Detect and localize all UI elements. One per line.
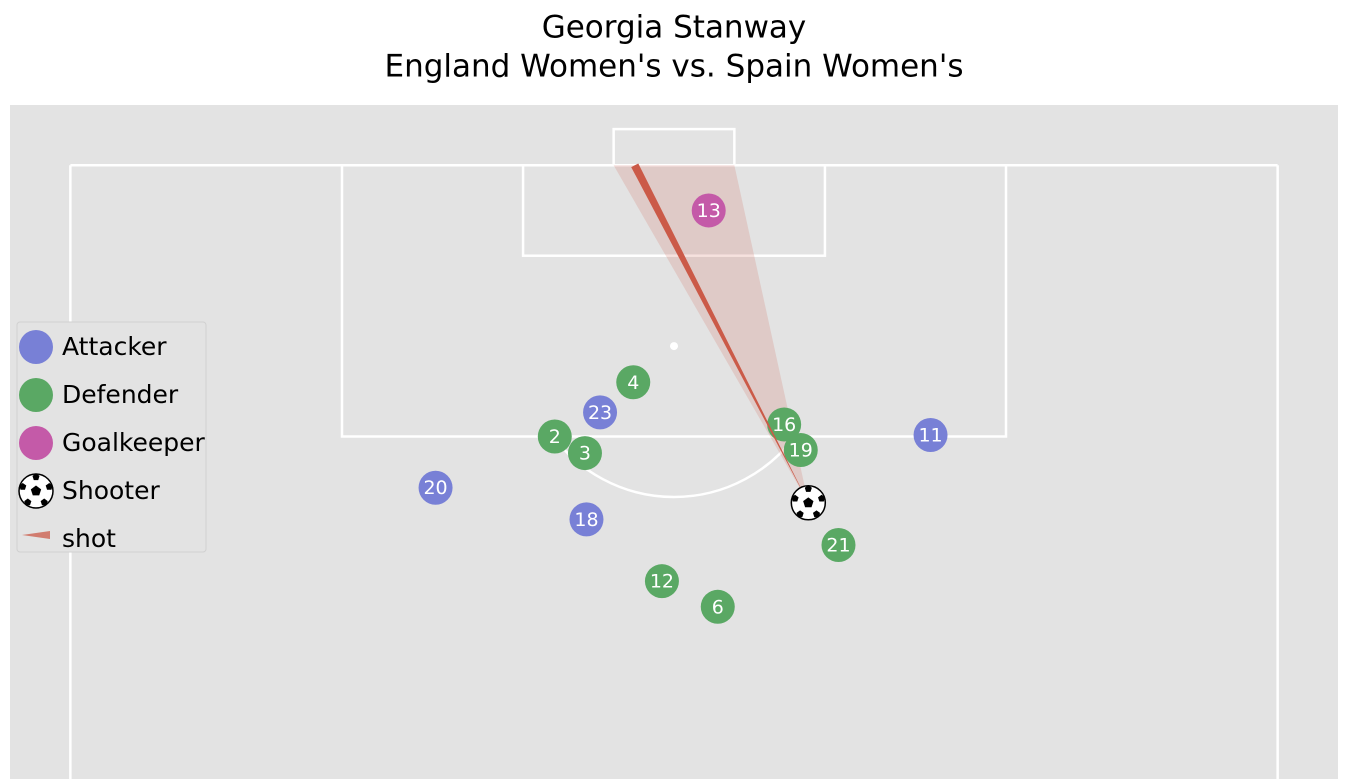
shot-line xyxy=(631,163,809,503)
ball-patch xyxy=(30,485,42,496)
shooter-ball xyxy=(18,473,54,509)
ball-patch xyxy=(19,482,27,490)
ball-patch xyxy=(45,482,53,490)
ball-patch xyxy=(791,494,799,502)
ball-patch xyxy=(40,498,48,506)
player xyxy=(767,407,802,442)
ball-patch xyxy=(804,485,812,492)
player xyxy=(783,433,818,468)
player xyxy=(537,419,572,454)
pitch-box xyxy=(612,127,736,167)
player-number: 4 xyxy=(627,372,639,394)
player-number: 20 xyxy=(423,477,447,499)
player-number: 21 xyxy=(826,534,850,556)
ball-patch xyxy=(24,498,32,506)
legend-marker xyxy=(19,378,53,412)
player xyxy=(569,502,604,537)
player-number: 19 xyxy=(789,440,813,462)
player xyxy=(913,417,948,452)
player xyxy=(821,527,856,562)
penalty-spot xyxy=(670,342,678,351)
chart-title: Georgia Stanway xyxy=(542,10,807,46)
shooter-ball xyxy=(790,485,827,521)
player-number: 11 xyxy=(918,424,942,446)
legend-label: Defender xyxy=(62,380,179,409)
player-number: 13 xyxy=(697,200,721,222)
player-number: 6 xyxy=(712,596,724,618)
player xyxy=(418,470,453,505)
legend-label: Attacker xyxy=(62,332,167,361)
player xyxy=(616,365,651,400)
player xyxy=(700,589,735,624)
ball-patch xyxy=(812,510,821,518)
player-number: 18 xyxy=(574,509,598,531)
player xyxy=(644,564,679,599)
legend: Attacker Defender Goalkeeper Shooter shot xyxy=(16,321,207,553)
legend-marker xyxy=(19,426,53,460)
player-number: 23 xyxy=(588,402,612,424)
legend-label: Goalkeeper xyxy=(62,428,206,457)
shot-cone xyxy=(613,165,809,503)
player xyxy=(691,193,726,228)
legend-marker xyxy=(19,330,53,364)
player-number: 2 xyxy=(549,426,561,448)
legend-shot xyxy=(22,531,50,539)
legend-label: Shooter xyxy=(62,476,160,505)
ball-patch xyxy=(803,497,814,508)
ball-patch xyxy=(818,494,826,502)
player-number: 16 xyxy=(772,414,796,436)
ball-patch xyxy=(32,473,40,481)
ball-patch xyxy=(796,510,804,518)
player-number: 12 xyxy=(650,571,674,593)
pitch-background xyxy=(10,105,1338,779)
chart-subtitle: England Women's vs. Spain Women's xyxy=(384,49,963,85)
legend-label: shot xyxy=(62,524,116,553)
legend-box xyxy=(16,321,207,553)
plot: 23 11 20 18 4 23 16 19 21 12 6 13 xyxy=(418,163,948,624)
player-number: 3 xyxy=(579,443,591,465)
player xyxy=(567,436,602,471)
player xyxy=(583,395,618,430)
